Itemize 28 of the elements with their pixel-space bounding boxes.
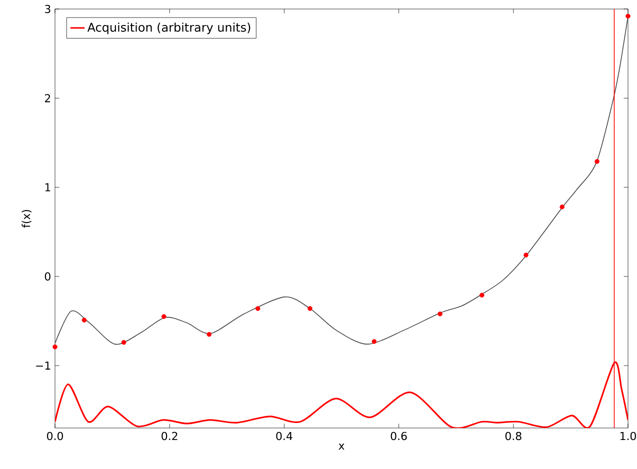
x-tick-label: 0.4: [276, 432, 292, 440]
x-tick-label: 1.0: [620, 432, 636, 440]
point: [255, 306, 260, 311]
y-tick-label: 3: [45, 4, 50, 14]
x-tick-label: 0.2: [162, 432, 178, 440]
y-tick-label: 2: [44, 94, 50, 102]
x-tick-label: 0.8: [505, 432, 522, 440]
point: [161, 314, 166, 319]
y-tick-label: −1: [36, 362, 50, 370]
point: [480, 292, 484, 298]
legend-label: Acquisition (arbitrary units): [87, 22, 250, 34]
point: [121, 340, 126, 345]
point: [594, 159, 600, 164]
point: [308, 306, 312, 311]
point: [206, 332, 212, 337]
x-tick-label: 0.0: [47, 432, 63, 440]
point: [626, 14, 630, 19]
x-axis-title: x: [338, 444, 344, 450]
y-axis-title: f(x): [22, 210, 32, 228]
point: [82, 318, 87, 323]
x-tick-label: 0.6: [390, 432, 407, 440]
point: [52, 344, 58, 350]
point: [560, 204, 564, 210]
y-tick-label: 0: [44, 272, 50, 281]
point: [372, 339, 377, 344]
point: [524, 252, 528, 258]
y-tick-label: 1: [45, 183, 50, 192]
point: [438, 311, 442, 316]
